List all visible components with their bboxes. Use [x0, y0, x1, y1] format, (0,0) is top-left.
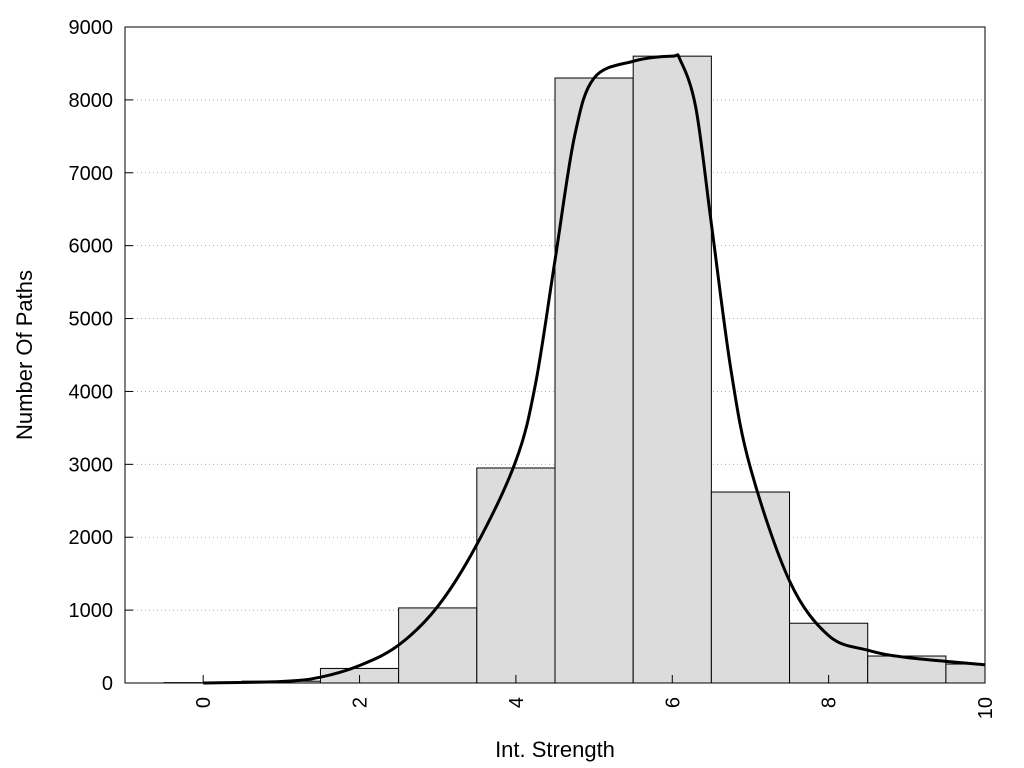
y-axis-label: Number Of Paths — [12, 270, 37, 440]
histogram-bar — [710, 491, 791, 684]
density-curve — [203, 53, 986, 685]
x-tick-label: 2 — [350, 697, 372, 708]
x-tick-label: 10 — [975, 697, 997, 719]
y-tick-label: 9000 — [69, 17, 114, 39]
histogram-bar — [476, 467, 556, 684]
x-axis-ticks: 0 2 4 6 8 10 — [193, 675, 997, 719]
x-tick-label: 6 — [662, 697, 684, 708]
x-tick-label: 8 — [819, 697, 841, 708]
curve-group — [203, 53, 986, 685]
y-tick-label: 3000 — [69, 454, 114, 476]
x-tick-label: 0 — [193, 697, 215, 708]
bars-group — [163, 55, 986, 684]
x-tick-label: 4 — [506, 697, 528, 708]
y-tick-label: 4000 — [69, 381, 114, 403]
y-tick-label: 5000 — [69, 309, 114, 331]
histogram-bar — [398, 607, 478, 684]
histogram-bar — [789, 622, 869, 684]
histogram-bar — [554, 77, 634, 684]
grid-lines — [125, 99, 985, 611]
x-axis-label: Int. Strength — [495, 737, 615, 762]
y-tick-label: 7000 — [69, 163, 114, 185]
y-axis-ticks: 0 1000 2000 3000 4000 5000 6000 7000 8000 9000 — [69, 17, 133, 695]
y-tick-label: 8000 — [69, 90, 114, 112]
histogram-bar — [945, 663, 986, 684]
y-tick-label: 2000 — [69, 527, 114, 549]
y-tick-label: 6000 — [69, 236, 114, 258]
histogram-bar — [632, 55, 712, 684]
y-tick-label: 1000 — [69, 600, 114, 622]
y-tick-label: 0 — [102, 673, 113, 695]
plot-frame — [124, 26, 986, 684]
